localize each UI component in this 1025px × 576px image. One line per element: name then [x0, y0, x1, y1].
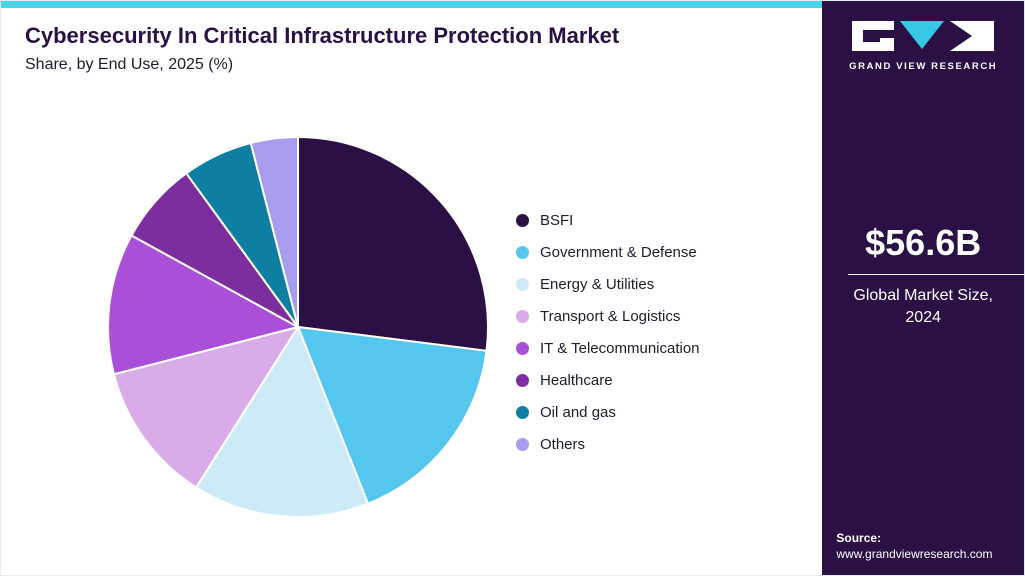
legend-dot-icon [516, 309, 529, 323]
pie-chart [107, 136, 489, 518]
pie-slice-bsfi [297, 136, 489, 352]
legend-dot-icon [516, 373, 529, 387]
page-subtitle: Share, by End Use, 2025 (%) [25, 56, 234, 74]
legend-item-transport-logistics: Transport & Logistics [516, 300, 700, 332]
page-title: Cybersecurity In Critical Infrastructure… [25, 23, 620, 48]
market-size-block: $56.6B Global Market Size, 2024 [822, 222, 1024, 328]
legend-item-government-defense: Government & Defense [516, 236, 700, 268]
legend-dot-icon [516, 245, 529, 259]
pie-slice-government-defense [297, 326, 488, 505]
legend-item-bsfi: BSFI [516, 204, 700, 236]
market-size-label: Global Market Size, 2024 [853, 287, 993, 326]
market-size-divider [848, 274, 1024, 275]
pie-slice-others [249, 136, 299, 328]
legend-dot-icon [516, 437, 529, 451]
brand-name: GRAND VIEW RESEARCH [849, 61, 998, 72]
legend: BSFI Government & Defense Energy & Utiliti… [516, 204, 700, 460]
legend-dot-icon [516, 341, 529, 355]
legend-item-others: Others [516, 428, 700, 460]
legend-dot-icon [516, 277, 529, 291]
legend-label: Government & Defense [540, 243, 697, 261]
legend-item-it-telecommunication: IT & Telecommunication [516, 332, 700, 364]
legend-label: BSFI [540, 211, 574, 229]
chart-panel: Cybersecurity In Critical Infrastructure… [1, 1, 823, 575]
header: Cybersecurity In Critical Infrastructure… [25, 23, 806, 74]
legend-item-oil-and-gas: Oil and gas [516, 396, 700, 428]
legend-label: Oil and gas [540, 403, 616, 421]
legend-label: Energy & Utilities [540, 275, 655, 293]
legend-label: Others [540, 435, 586, 453]
logo-g-glyph [852, 21, 895, 51]
legend-label: Healthcare [540, 371, 613, 389]
grand-view-research-logo-icon [852, 21, 995, 51]
brand-logo: GRAND VIEW RESEARCH [822, 1, 1024, 72]
market-size-value: $56.6B [865, 222, 982, 263]
logo-r-glyph [950, 21, 995, 51]
sidebar: GRAND VIEW RESEARCH $56.6B Global Market… [822, 1, 1024, 575]
legend-dot-icon [516, 405, 529, 419]
pie-chart-container [104, 133, 492, 521]
legend-item-healthcare: Healthcare [516, 364, 700, 396]
legend-item-energy-utilities: Energy & Utilities [516, 268, 700, 300]
source-url[interactable]: www.grandviewresearch.com [836, 547, 993, 561]
pie-slice-transport-logistics [112, 326, 299, 489]
legend-label: Transport & Logistics [540, 307, 681, 325]
legend-label: IT & Telecommunication [540, 339, 700, 357]
source-block: Source: www.grandviewresearch.com [822, 531, 1024, 575]
pie-slice-energy-utilities [195, 326, 369, 518]
accent-top-bar [1, 1, 823, 8]
legend-dot-icon [516, 213, 529, 227]
logo-v-glyph [900, 21, 945, 49]
pie-slice-it-telecommunication [107, 234, 299, 376]
source-label: Source: [836, 531, 882, 545]
